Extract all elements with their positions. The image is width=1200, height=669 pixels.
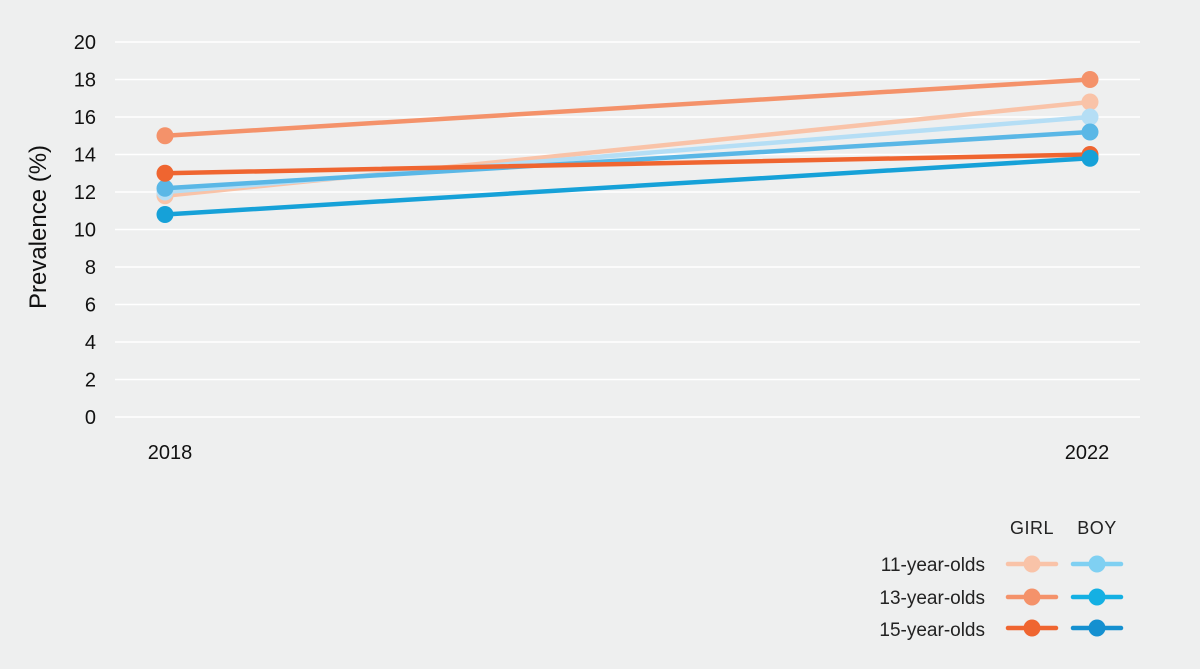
y-tick-label: 0 [85,407,96,429]
legend-label-15: 15-year-olds [879,620,985,641]
legend: GIRL BOY 11-year-olds 13-year-olds 15-ye… [879,518,1124,641]
series-line [162,152,1093,176]
y-tick-label: 12 [74,182,96,204]
legend-swatch-dot [1023,619,1041,637]
legend-swatch-boy-15 [1070,619,1124,637]
y-tick-label: 18 [74,70,96,92]
gridlines [115,41,1140,418]
data-point [1081,123,1099,141]
legend-swatch-dot [1023,588,1041,606]
legend-swatch-dot [1023,555,1041,573]
series-line [162,156,1093,217]
series-lines [156,71,1099,223]
y-axis-ticks: 0 2 4 6 8 10 12 14 16 18 20 [74,32,96,429]
x-tick-label: 2018 [148,442,193,464]
y-tick-label: 2 [85,370,96,392]
data-point [156,164,174,182]
y-tick-label: 8 [85,257,96,279]
legend-swatch-dot [1088,555,1106,573]
y-tick-label: 16 [74,107,96,129]
legend-label-11: 11-year-olds [881,555,985,576]
data-point [1081,93,1099,111]
legend-swatch-girl-15 [1005,619,1059,637]
legend-swatch-boy-13 [1070,588,1124,606]
y-tick-label: 14 [74,145,96,167]
legend-label-13: 13-year-olds [879,588,985,609]
legend-swatch-dot [1088,619,1106,637]
x-tick-label: 2022 [1065,442,1110,464]
data-point [1081,108,1099,126]
series-girl-15 [156,146,1099,182]
y-tick-label: 4 [85,332,96,354]
legend-header-boy: BOY [1077,518,1117,538]
data-point [156,127,174,145]
series-line [162,129,1093,191]
x-axis-ticks: 2018 2022 [148,442,1110,464]
data-point [1081,71,1099,88]
data-point [156,206,174,223]
series-girl-13 [156,71,1099,145]
series-line [162,77,1093,138]
legend-swatch-boy-11 [1070,555,1124,573]
legend-swatches [1005,555,1124,637]
series-boy-13 [156,123,1099,197]
y-tick-label: 20 [74,32,96,54]
y-axis-title: Prevalence (%) [25,145,52,309]
legend-swatch-girl-13 [1005,588,1059,606]
legend-swatch-girl-11 [1005,555,1059,573]
y-tick-label: 10 [74,220,96,242]
legend-swatch-dot [1088,588,1106,606]
data-point [156,179,174,197]
series-boy-15 [156,149,1099,223]
legend-header-girl: GIRL [1010,518,1054,538]
data-point [1081,149,1099,167]
y-tick-label: 6 [85,295,96,317]
